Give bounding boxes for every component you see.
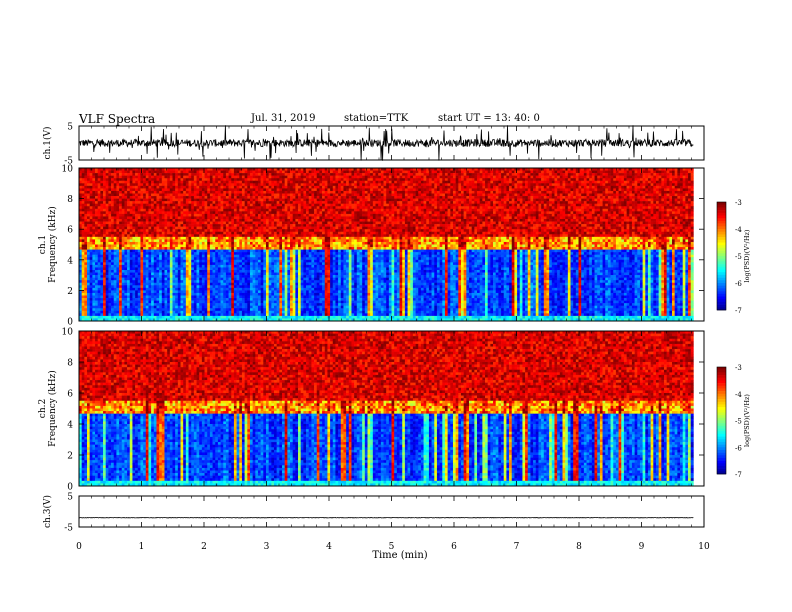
- y-tick-label-ch1-spectrogram-3: 6: [67, 226, 73, 236]
- colorbar-tick-label-ch2-spectrogram-4: -7: [735, 471, 742, 479]
- y-axis-label-ch2-spectrogram: Frequency (kHz): [47, 370, 58, 447]
- x-tick-label-10: 10: [698, 542, 710, 552]
- colorbar-tick-label-ch1-spectrogram-1: -4: [735, 226, 742, 234]
- x-tick-label-9: 9: [639, 542, 645, 552]
- x-tick-label-6: 6: [451, 542, 457, 552]
- colorbar-tick-label-ch2-spectrogram-2: -5: [735, 418, 742, 426]
- colorbar-tick-label-ch2-spectrogram-0: -3: [735, 364, 742, 372]
- trace-ch1-waveform: [79, 125, 693, 160]
- y-tick-label-ch2-spectrogram-3: 6: [67, 390, 73, 400]
- y-tick-label-ch2-spectrogram-4: 8: [67, 359, 73, 369]
- y-tick-label-ch2-spectrogram-0: 0: [67, 483, 73, 493]
- y-tick-label-ch3-waveform-0: 5: [67, 493, 73, 503]
- x-axis-label: Time (min): [372, 550, 427, 561]
- y-axis-label-ch1-spectrogram: ch.1: [38, 235, 48, 254]
- x-tick-label-0: 0: [76, 542, 82, 552]
- colorbar-tick-label-ch1-spectrogram-4: -7: [735, 307, 742, 315]
- colorbar-tick-label-ch2-spectrogram-1: -4: [735, 391, 742, 399]
- heatmap-ch1-spectrogram: [79, 168, 694, 321]
- colorbar-tick-label-ch1-spectrogram-0: -3: [735, 199, 742, 207]
- x-tick-label-1: 1: [139, 542, 145, 552]
- y-tick-label-ch2-spectrogram-2: 4: [67, 421, 73, 431]
- x-tick-label-4: 4: [326, 542, 332, 552]
- y-tick-label-ch1-spectrogram-2: 4: [67, 256, 73, 266]
- colorbar-tick-label-ch1-spectrogram-3: -6: [735, 280, 742, 288]
- y-tick-label-ch1-waveform-0: 5: [67, 123, 73, 133]
- colorbar-tick-label-ch1-spectrogram-2: -5: [735, 253, 742, 261]
- colorbar-ch1-spectrogram: -3 -4 -5 -6 -7 log(PSD)(V²/Hz): [717, 199, 751, 315]
- colorbar-tick-label-ch2-spectrogram-3: -6: [735, 444, 742, 452]
- y-axis-label-ch1-spectrogram: Frequency (kHz): [47, 206, 58, 283]
- y-tick-label-ch1-spectrogram-5: 10: [62, 165, 74, 175]
- y-tick-label-ch3-waveform-1: -5: [64, 524, 73, 534]
- y-tick-label-ch1-spectrogram-0: 0: [67, 318, 73, 328]
- y-tick-label-ch2-spectrogram-1: 2: [67, 452, 73, 462]
- colorbar-ch2-spectrogram: -3 -4 -5 -6 -7 log(PSD)(V²/Hz): [717, 364, 751, 479]
- x-tick-label-7: 7: [514, 542, 520, 552]
- colorbar-label-ch2-spectrogram: log(PSD)(V²/Hz): [743, 394, 751, 447]
- x-tick-label-8: 8: [576, 542, 582, 552]
- colorbar-label-ch1-spectrogram: log(PSD)(V²/Hz): [743, 229, 751, 282]
- y-axis-label-ch3-waveform: ch.3(V): [42, 495, 53, 528]
- y-tick-label-ch2-spectrogram-5: 10: [62, 328, 74, 338]
- y-tick-label-ch1-spectrogram-1: 2: [67, 287, 73, 297]
- y-axis-label-ch1-waveform: ch.1(V): [42, 127, 53, 160]
- y-tick-label-ch1-spectrogram-4: 8: [67, 195, 73, 205]
- x-tick-label-2: 2: [201, 542, 207, 552]
- heatmap-ch2-spectrogram: [79, 331, 694, 486]
- x-tick-label-3: 3: [264, 542, 270, 552]
- y-axis-label-ch2-spectrogram: ch.2: [38, 399, 48, 418]
